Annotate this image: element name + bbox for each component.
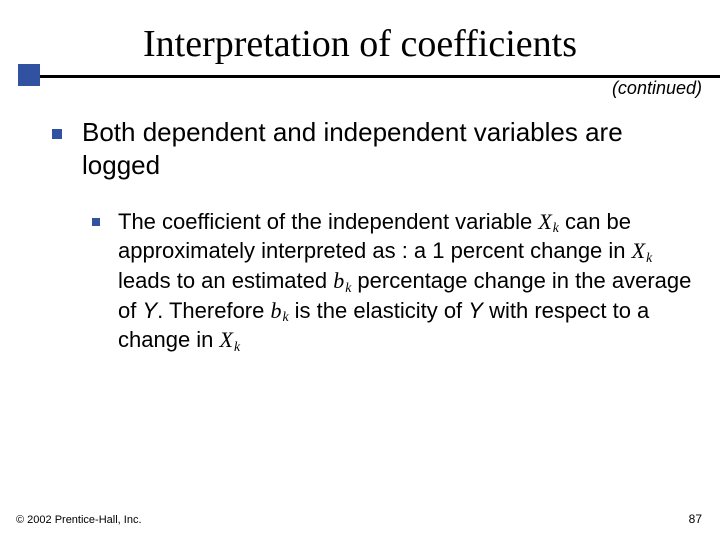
content-area: Both dependent and independent variables…: [48, 116, 698, 355]
bullet-level1: Both dependent and independent variables…: [48, 116, 698, 183]
math-var-Xk: Xk: [632, 238, 653, 263]
math-var-bk: bk: [270, 298, 288, 323]
math-var-Y: Y: [468, 298, 483, 323]
math-var-Y: Y: [142, 298, 157, 323]
continued-label: (continued): [612, 78, 702, 99]
square-bullet-icon: [92, 218, 100, 226]
slide-title: Interpretation of coefficients: [0, 22, 720, 66]
page-number: 87: [689, 512, 702, 526]
copyright-footer: © 2002 Prentice-Hall, Inc.: [16, 514, 142, 526]
math-var-Xk: Xk: [220, 327, 241, 352]
square-bullet-icon: [52, 129, 62, 139]
bullet-level2: The coefficient of the independent varia…: [90, 207, 698, 355]
math-var-bk: bk: [333, 268, 351, 293]
math-var-Xk: Xk: [538, 209, 559, 234]
accent-square: [18, 64, 40, 86]
bullet2-text: The coefficient of the independent varia…: [118, 209, 691, 353]
bullet1-text: Both dependent and independent variables…: [82, 117, 623, 180]
